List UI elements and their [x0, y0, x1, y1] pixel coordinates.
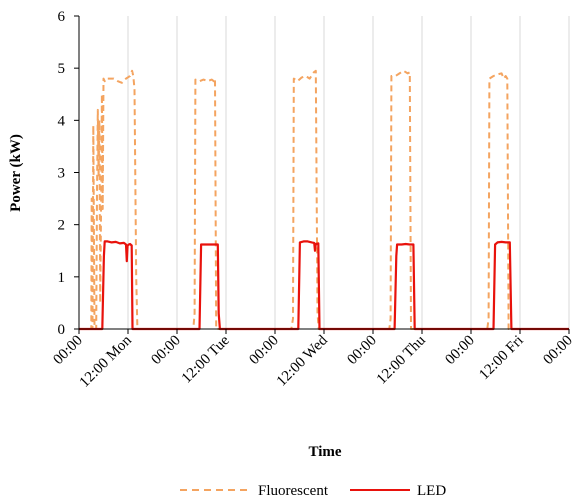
x-tick-label-3: 12:00 Tue: [179, 332, 233, 386]
x-axis-title: Time: [308, 444, 341, 460]
y-tick-label-1: 1: [58, 270, 66, 286]
y-axis-title: Power (kW): [8, 134, 24, 212]
x-tick-label-2: 00:00: [148, 333, 183, 368]
legend-label-led: LED: [417, 483, 446, 499]
x-tick-label-9: 12:00 Fri: [476, 333, 527, 384]
x-tick-label-0: 00:00: [50, 333, 85, 368]
x-tick-label-1: 12:00 Mon: [77, 332, 136, 391]
x-tick-label-6: 00:00: [344, 333, 379, 368]
x-tick-label-4: 00:00: [246, 333, 281, 368]
y-tick-label-4: 4: [58, 113, 66, 129]
y-tick-label-3: 3: [58, 166, 66, 182]
legend-label-fluorescent: Fluorescent: [258, 483, 329, 499]
y-tick-label-0: 0: [58, 322, 66, 338]
x-tick-label-10: 00:00: [540, 333, 573, 368]
y-tick-labels: 0 1 2 3 4 5 6: [58, 9, 79, 338]
y-tick-label-2: 2: [58, 218, 66, 234]
x-tick-label-7: 12:00 Thu: [374, 332, 429, 387]
vertical-grid: [127, 16, 570, 329]
x-tick-label-8: 00:00: [442, 333, 477, 368]
x-tick-label-5: 12:00 Wed: [274, 332, 331, 389]
series-line-fluorescent: [79, 69, 569, 330]
y-tick-label-5: 5: [58, 61, 66, 77]
y-tick-label-6: 6: [58, 9, 66, 25]
legend: Fluorescent LED: [180, 483, 446, 499]
